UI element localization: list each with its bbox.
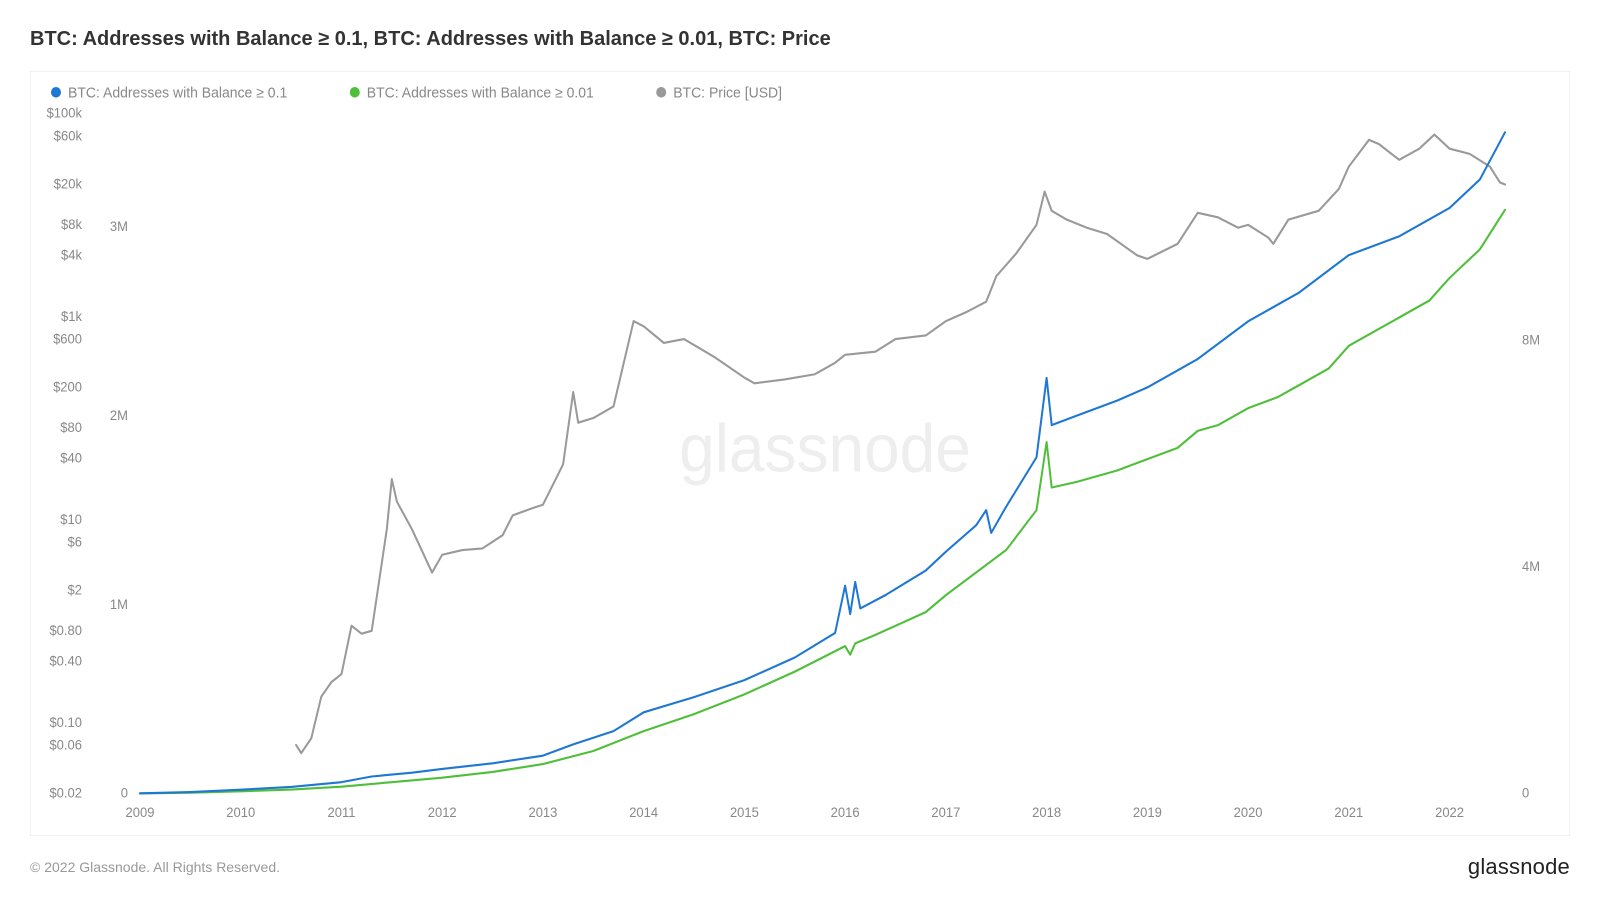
chart-title: BTC: Addresses with Balance ≥ 0.1, BTC: …: [30, 28, 1570, 51]
svg-text:$60k: $60k: [54, 128, 82, 143]
svg-text:$10: $10: [60, 511, 82, 526]
svg-text:2018: 2018: [1032, 805, 1061, 820]
svg-text:3M: 3M: [110, 219, 128, 234]
svg-text:2022: 2022: [1435, 805, 1464, 820]
svg-text:2016: 2016: [831, 805, 860, 820]
copyright-text: © 2022 Glassnode. All Rights Reserved.: [30, 859, 280, 875]
svg-text:1M: 1M: [110, 597, 128, 612]
svg-text:0: 0: [121, 785, 128, 800]
svg-text:2021: 2021: [1334, 805, 1363, 820]
svg-text:$600: $600: [53, 331, 82, 346]
svg-text:$100k: $100k: [47, 105, 83, 120]
svg-text:2M: 2M: [110, 408, 128, 423]
svg-text:0: 0: [1522, 785, 1529, 800]
svg-text:2011: 2011: [327, 805, 355, 820]
svg-text:$0.02: $0.02: [49, 785, 82, 800]
svg-text:2019: 2019: [1133, 805, 1162, 820]
svg-text:$8k: $8k: [61, 217, 82, 232]
chart-area: glassnode $0.02 $0.06 $0.10 $0.40 $0.80 $2 $6 $1…: [30, 71, 1570, 836]
svg-text:$40: $40: [60, 450, 82, 465]
svg-text:$2: $2: [68, 582, 82, 597]
svg-text:$0.10: $0.10: [49, 714, 82, 729]
svg-text:$4k: $4k: [61, 247, 82, 262]
brand-logo: glassnode: [1468, 854, 1570, 880]
svg-text:glassnode: glassnode: [679, 410, 971, 486]
svg-text:4M: 4M: [1522, 559, 1540, 574]
svg-text:$0.80: $0.80: [49, 623, 82, 638]
svg-text:$1k: $1k: [61, 308, 82, 323]
svg-text:2012: 2012: [428, 805, 457, 820]
svg-text:$6: $6: [68, 534, 82, 549]
svg-text:$200: $200: [53, 379, 82, 394]
svg-text:2020: 2020: [1234, 805, 1263, 820]
svg-text:$0.06: $0.06: [49, 737, 82, 752]
svg-text:2014: 2014: [629, 805, 658, 820]
svg-text:2017: 2017: [931, 805, 960, 820]
legend-marker: [350, 87, 360, 98]
svg-text:2013: 2013: [528, 805, 557, 820]
svg-text:$20k: $20k: [54, 176, 82, 191]
svg-text:2015: 2015: [730, 805, 759, 820]
svg-text:$0.40: $0.40: [49, 653, 82, 668]
legend-label: BTC: Price [USD]: [673, 85, 782, 101]
svg-text:$80: $80: [60, 420, 82, 435]
svg-text:2009: 2009: [126, 805, 155, 820]
legend-marker: [51, 87, 61, 98]
legend-marker: [656, 87, 666, 98]
svg-text:2010: 2010: [226, 805, 255, 820]
legend-label: BTC: Addresses with Balance ≥ 0.01: [367, 85, 594, 101]
legend-label: BTC: Addresses with Balance ≥ 0.1: [68, 85, 287, 101]
svg-text:8M: 8M: [1522, 332, 1540, 347]
